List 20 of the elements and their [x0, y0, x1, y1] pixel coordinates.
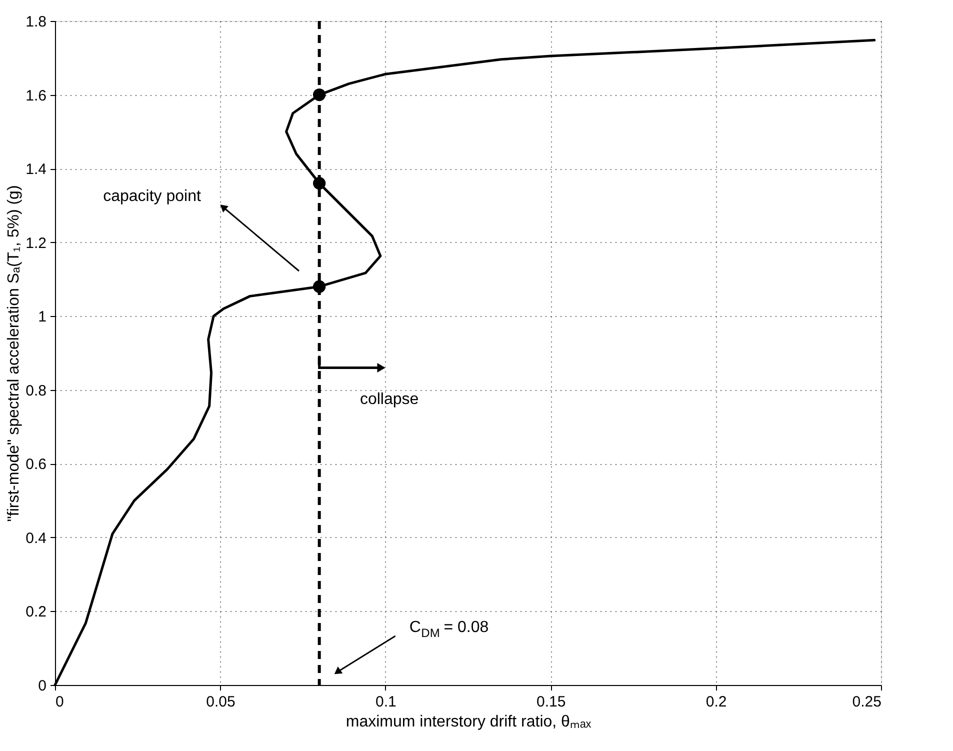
x-tick-label: 0.05 — [206, 694, 236, 710]
x-tick-label: 0 — [56, 694, 64, 710]
x-axis-title: maximum interstory drift ratio, θₘₐₓ — [346, 714, 592, 730]
y-tick-label: 1.8 — [26, 14, 46, 30]
y-tick-label: 0.4 — [26, 530, 46, 547]
y-tick-label: 0 — [38, 678, 46, 694]
x-tick-label: 0.15 — [536, 694, 566, 710]
y-axis-title: "first-mode" spectral acceleration Sₐ(T₁, 5%) (g) — [6, 185, 23, 522]
x-tick-label: 0.2 — [706, 694, 727, 710]
x-tick-label: 0.1 — [375, 694, 396, 710]
y-tick-label: 1.4 — [26, 161, 46, 178]
x-tick-label: 0.25 — [852, 694, 882, 710]
annotation: capacity point — [103, 188, 202, 205]
annotation: collapse — [360, 390, 419, 408]
y-tick-label: 0.6 — [26, 456, 46, 474]
y-tick-label: 0.2 — [26, 604, 46, 621]
y-tick-label: 0.8 — [26, 382, 46, 400]
y-tick-label: 1 — [38, 308, 46, 326]
y-tick-label: 1.6 — [26, 87, 46, 104]
y-tick-label: 1.2 — [26, 234, 46, 252]
